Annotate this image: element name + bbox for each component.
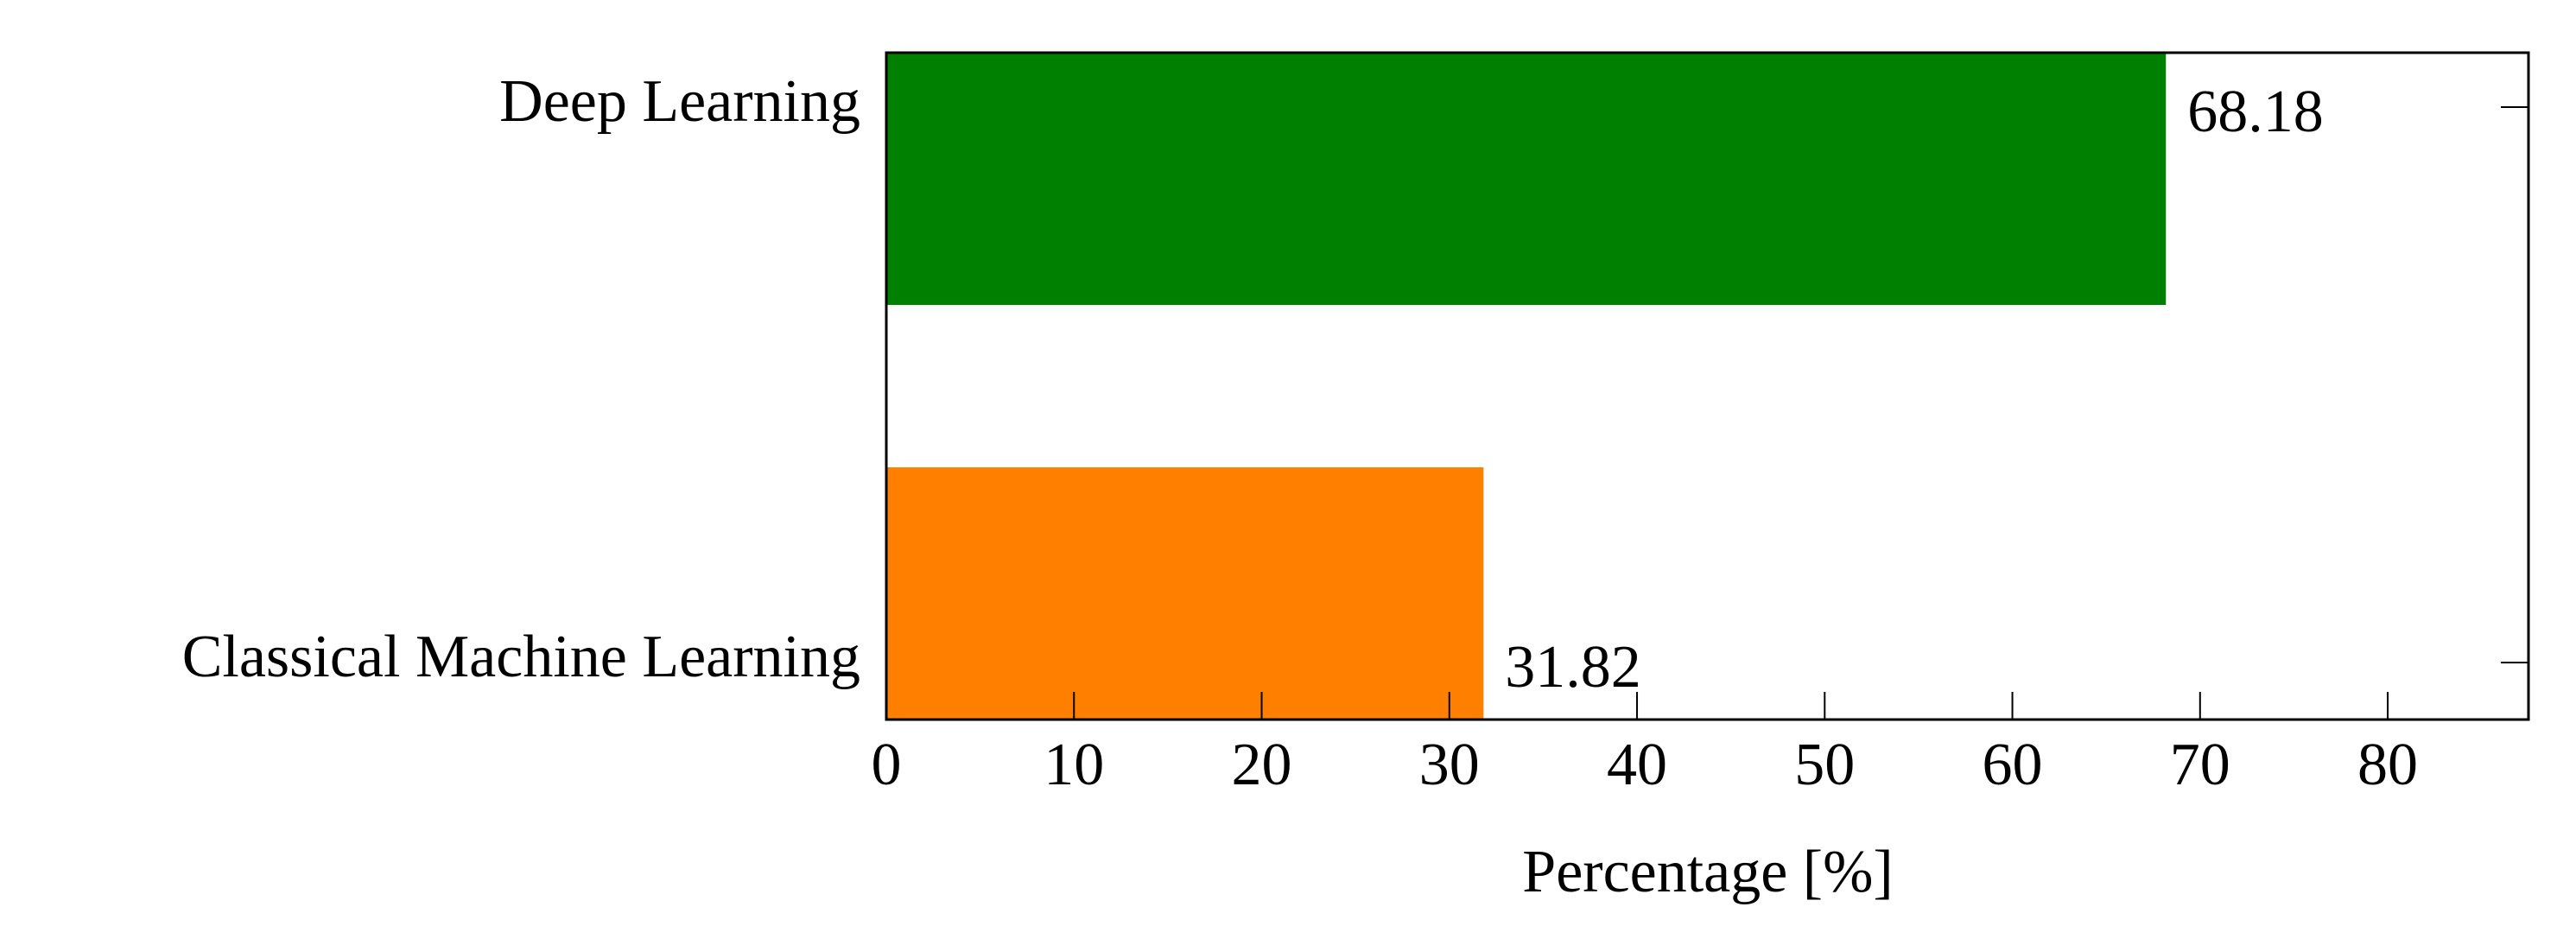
- bar: [886, 53, 2167, 305]
- y-tick-label: Deep Learning: [499, 68, 860, 135]
- bar: [886, 467, 1484, 720]
- x-tick-label: 70: [2170, 732, 2230, 798]
- plot-frame: [885, 51, 2530, 721]
- x-tick-label: 40: [1607, 732, 1667, 798]
- x-tick-label: 30: [1419, 732, 1480, 798]
- value-label: 68.18: [2187, 79, 2324, 145]
- x-tick-label: 60: [1983, 732, 2043, 798]
- x-axis-label: Percentage [%]: [1522, 839, 1893, 905]
- y-tick-label: Classical Machine Learning: [182, 624, 860, 690]
- x-tick-label: 0: [872, 732, 902, 798]
- value-label: 31.82: [1505, 634, 1641, 701]
- x-tick-label: 10: [1044, 732, 1104, 798]
- x-tick-label: 50: [1794, 732, 1855, 798]
- x-tick-label: 20: [1232, 732, 1292, 798]
- x-tick-label: 80: [2357, 732, 2418, 798]
